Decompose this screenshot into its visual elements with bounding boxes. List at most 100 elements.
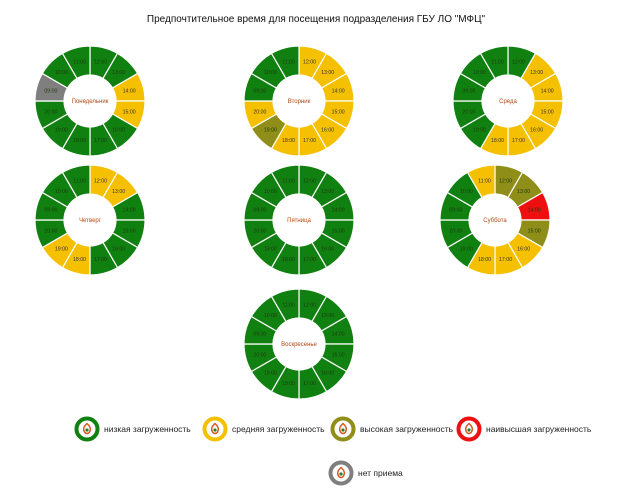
- donut-segment-label: 13:00: [530, 70, 543, 76]
- donut-segment-label: 10:00: [460, 189, 473, 195]
- donut-segment-label: 19:00: [55, 246, 68, 252]
- legend-drop-dot: [85, 428, 89, 432]
- donut-hole: [64, 194, 116, 246]
- donut-day-title: Воскресенье: [281, 342, 317, 348]
- legend-drop-mark: [211, 422, 219, 435]
- donut-friday: 12:00 13:00 14:00 15:00 16:00 17:00 18:00 19:00…: [241, 162, 357, 278]
- legend-label-low: низкая загруженность: [104, 424, 191, 434]
- donut-segment-label: 11:00: [73, 60, 86, 66]
- donut-segment-label: 20:00: [253, 109, 266, 115]
- donut-sunday-svg: 12:00 13:00 14:00 15:00 16:00 17:00 18:00 19:00…: [243, 288, 355, 400]
- donut-segment-label: 20:00: [449, 228, 462, 234]
- legend-swatch-high-icon: [330, 416, 356, 442]
- donut-segment-label: 12:00: [94, 60, 107, 66]
- donut-segment-label: 15:00: [541, 109, 554, 115]
- donut-segment-label: 14:00: [332, 207, 345, 213]
- donut-segment: [270, 164, 300, 199]
- donut-segment-label: 18:00: [478, 257, 491, 263]
- donut-segment-label: 20:00: [44, 228, 57, 234]
- donut-day-title: Вторник: [288, 99, 311, 105]
- donut-segment-label: 19:00: [264, 370, 277, 376]
- donut-segment-label: 10:00: [55, 189, 68, 195]
- donut-hole: [482, 75, 534, 127]
- donut-segment-label: 15:00: [332, 109, 345, 115]
- legend-drop-mark: [83, 422, 91, 435]
- donut-segment-label: 14:00: [332, 88, 345, 94]
- donut-day-title: Понедельник: [72, 99, 109, 105]
- donut-segment-label: 16:00: [530, 127, 543, 133]
- donut-segment-label: 20:00: [44, 109, 57, 115]
- donut-day-title: Пятница: [287, 218, 311, 224]
- donut-hole: [469, 194, 521, 246]
- donut-segment-label: 18:00: [73, 138, 86, 144]
- legend-swatch-closed-icon: [328, 460, 354, 486]
- donut-segment-label: 17:00: [94, 257, 107, 263]
- donut-segment-label: 19:00: [264, 246, 277, 252]
- donut-segment-label: 11:00: [491, 60, 504, 66]
- donut-segment-label: 09:00: [462, 88, 475, 94]
- donut-segment-label: 19:00: [264, 127, 277, 133]
- donut-segment-label: 18:00: [282, 138, 295, 144]
- donut-saturday-svg: 12:00 13:00 14:00 15:00 16:00 17:00 18:00 19:00…: [439, 164, 551, 276]
- donut-day-title: Среда: [499, 99, 517, 105]
- donut-segment-label: 18:00: [73, 257, 86, 263]
- donut-saturday: 12:00 13:00 14:00 15:00 16:00 17:00 18:00 19:00…: [437, 162, 553, 278]
- donut-hole: [273, 75, 325, 127]
- donut-segment-label: 18:00: [491, 138, 504, 144]
- donut-segment: [270, 45, 300, 80]
- donut-segment-label: 17:00: [303, 138, 316, 144]
- donut-day-title: Четверг: [79, 218, 102, 224]
- donut-sunday: 12:00 13:00 14:00 15:00 16:00 17:00 18:00 19:00…: [241, 286, 357, 402]
- donut-hole: [273, 318, 325, 370]
- legend-drop-dot: [341, 428, 345, 432]
- donut-segment-label: 13:00: [112, 70, 125, 76]
- donut-segment-label: 09:00: [44, 88, 57, 94]
- donut-monday-svg: 12:00 13:00 14:00 15:00 16:00 17:00 18:00 19:00…: [34, 45, 146, 157]
- donut-segment-label: 12:00: [512, 60, 525, 66]
- donut-segment-label: 20:00: [462, 109, 475, 115]
- donut-segment-label: 12:00: [303, 179, 316, 185]
- donut-segment-label: 16:00: [517, 246, 530, 252]
- donut-segment: [61, 164, 91, 199]
- donut-segment: [466, 164, 496, 199]
- donut-segment-label: 16:00: [112, 127, 125, 133]
- legend-swatch-low-icon: [74, 416, 100, 442]
- donut-segment-label: 10:00: [264, 313, 277, 319]
- donut-segment-label: 13:00: [321, 189, 334, 195]
- donut-segment-label: 15:00: [332, 228, 345, 234]
- legend-label-peak: наивысшая загруженность: [486, 424, 592, 434]
- donut-segment-label: 18:00: [282, 257, 295, 263]
- donut-segment-label: 19:00: [460, 246, 473, 252]
- donut-segment-label: 11:00: [73, 179, 86, 185]
- donut-segment-label: 16:00: [321, 370, 334, 376]
- donut-thursday-svg: 12:00 13:00 14:00 15:00 16:00 17:00 18:00 19:00…: [34, 164, 146, 276]
- legend-swatch-medium-icon: [202, 416, 228, 442]
- donut-segment-label: 14:00: [528, 207, 541, 213]
- donut-hole: [273, 194, 325, 246]
- legend-item-medium: средняя загруженность: [202, 415, 325, 443]
- legend-item-peak: наивысшая загруженность: [456, 415, 591, 443]
- donut-segment-label: 09:00: [253, 207, 266, 213]
- donut-segment-label: 14:00: [123, 207, 136, 213]
- donut-segment-label: 13:00: [321, 70, 334, 76]
- donut-segment-label: 16:00: [321, 127, 334, 133]
- donut-friday-svg: 12:00 13:00 14:00 15:00 16:00 17:00 18:00 19:00…: [243, 164, 355, 276]
- donut-segment-label: 09:00: [449, 207, 462, 213]
- legend-drop-dot: [339, 472, 343, 476]
- legend-drop-dot: [213, 428, 217, 432]
- donut-segment-label: 11:00: [282, 60, 295, 66]
- donut-segment-label: 17:00: [499, 257, 512, 263]
- donut-segment-label: 16:00: [321, 246, 334, 252]
- legend-label-high: высокая загруженность: [360, 424, 454, 434]
- donut-segment-label: 15:00: [332, 352, 345, 358]
- legend-swatch-peak-icon: [456, 416, 482, 442]
- donut-wednesday-svg: 12:00 13:00 14:00 15:00 16:00 17:00 18:00 19:00…: [452, 45, 564, 157]
- donut-thursday: 12:00 13:00 14:00 15:00 16:00 17:00 18:00 19:00…: [32, 162, 148, 278]
- donut-tuesday: 12:00 13:00 14:00 15:00 16:00 17:00 18:00 19:00…: [241, 43, 357, 159]
- donut-segment-label: 17:00: [303, 257, 316, 263]
- donut-monday: 12:00 13:00 14:00 15:00 16:00 17:00 18:00 19:00…: [32, 43, 148, 159]
- donut-segment-label: 20:00: [253, 352, 266, 358]
- donut-segment: [479, 45, 509, 80]
- donut-segment-label: 12:00: [303, 303, 316, 309]
- donut-segment-label: 15:00: [528, 228, 541, 234]
